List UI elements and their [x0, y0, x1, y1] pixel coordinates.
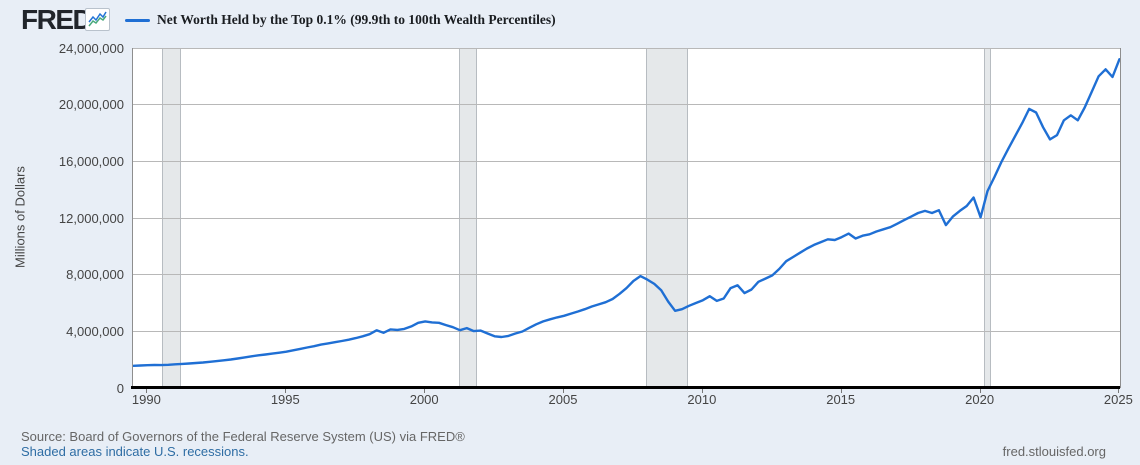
data-line: [133, 58, 1120, 367]
source-text: Source: Board of Governors of the Federa…: [21, 429, 465, 444]
x-axis-label: 1990: [131, 392, 161, 407]
gridline: [133, 330, 1120, 332]
x-axis-label: 2025: [1103, 392, 1133, 407]
x-axis-line: [131, 386, 1120, 389]
y-axis-label: 8,000,000: [66, 267, 124, 283]
x-axis-tick: [424, 389, 426, 393]
x-axis-tick: [701, 389, 703, 393]
fred-logo-text: FRED: [21, 4, 93, 35]
x-axis-tick: [840, 389, 842, 393]
fred-site-link[interactable]: fred.stlouisfed.org: [1002, 444, 1106, 459]
gridline: [133, 274, 1120, 276]
y-axis-label: 4,000,000: [66, 323, 124, 339]
x-axis-label: 2020: [965, 392, 995, 407]
y-axis-label: 24,000,000: [58, 40, 124, 56]
plot-area[interactable]: [132, 48, 1121, 388]
x-axis-tick: [563, 389, 564, 393]
x-axis-tick: [285, 389, 287, 393]
y-axis-label: 12,000,000: [58, 210, 124, 226]
legend: Net Worth Held by the Top 0.1% (99.9th t…: [125, 12, 556, 28]
recession-note-link[interactable]: Shaded areas indicate U.S. recessions.: [21, 444, 249, 459]
gridline: [133, 217, 1120, 219]
x-axis-tick: [1118, 389, 1120, 393]
x-axis-label: 2005: [548, 392, 578, 407]
legend-series-label[interactable]: Net Worth Held by the Top 0.1% (99.9th t…: [157, 12, 556, 27]
x-axis-label: 2010: [687, 392, 717, 407]
fred-logo-chart-icon: [85, 8, 110, 31]
legend-line-swatch: [125, 18, 150, 22]
y-axis-label: 16,000,000: [58, 153, 124, 169]
x-axis-tick: [146, 389, 148, 393]
series-svg: [133, 58, 1120, 367]
x-axis-label: 2000: [409, 392, 439, 407]
x-axis-tick: [979, 389, 981, 393]
gridline: [133, 104, 1120, 106]
x-axis-label: 1995: [270, 392, 300, 407]
gridline: [133, 160, 1120, 162]
y-axis-label: 0: [116, 380, 124, 396]
y-axis-label: 20,000,000: [58, 97, 124, 113]
gridline: [133, 48, 1120, 49]
x-axis-label: 2015: [826, 392, 856, 407]
